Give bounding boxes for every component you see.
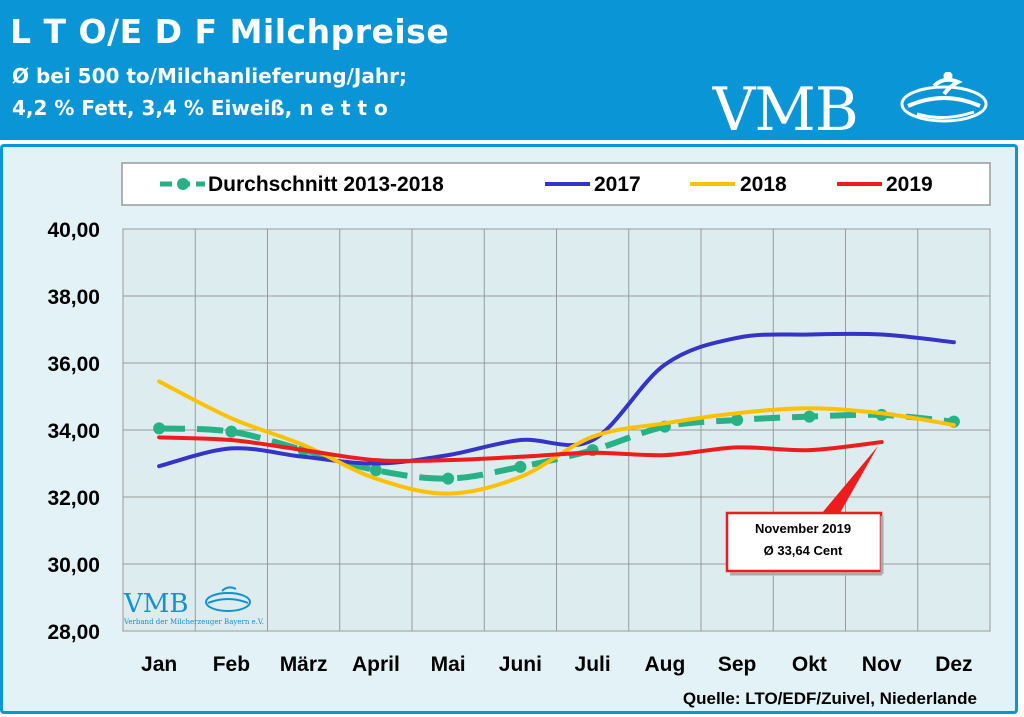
annotation-callout: November 2019 Ø 33,64 Cent [725,446,884,576]
legend-2018-label: 2018 [740,173,787,196]
vmb-logo-text: VMB [712,75,858,138]
y-tick-label: 30,00 [47,554,100,577]
legend-2017: 2017 [545,173,641,196]
annotation-line-1: November 2019 [755,521,851,536]
y-tick-label: 28,00 [47,621,100,644]
y-tick-label: 32,00 [47,487,100,510]
data-point-marker [225,425,238,438]
data-point-marker [369,464,382,477]
x-tick-label: Juni [499,653,542,676]
x-tick-label: Dez [935,653,972,676]
watermark-logo: VMB Verband der Milcherzeuger Bayern e.V… [123,586,264,626]
series-line [157,331,956,469]
data-point-marker [442,472,455,485]
series-line [157,379,956,496]
x-tick-label: Sep [718,653,757,676]
legend-2017-label: 2017 [594,173,641,196]
watermark-logo-text: VMB [123,589,189,619]
x-tick-label: Okt [792,653,827,676]
x-tick-label: Mai [431,653,466,676]
data-point-marker [731,413,744,426]
series-line [157,435,884,464]
series-2018 [157,379,956,496]
data-point-marker [514,460,527,473]
source-note: Quelle: LTO/EDF/Zuivel, Niederlande [683,689,977,708]
watermark-emblem-icon [205,586,251,612]
watermark-caption: Verband der Milcherzeuger Bayern e.V. [123,618,264,626]
subtitle-line-2: 4,2 % Fett, 3,4 % Eiweiß, n e t t o [12,96,388,120]
vmb-logo: VMB [712,72,988,138]
y-tick-label: 38,00 [47,286,100,309]
y-tick-label: 34,00 [47,420,100,443]
x-tick-label: Nov [862,653,902,676]
legend-2019: 2019 [837,173,933,196]
subtitle-line-1: Ø bei 500 to/Milchanlieferung/Jahr; [12,64,407,88]
legend-2018: 2018 [690,173,787,196]
x-tick-label: Juli [575,653,611,676]
x-tick-label: März [280,653,328,676]
x-tick-label: Aug [644,653,685,676]
series-line [158,411,955,482]
annotation-box [725,511,883,573]
annotation-pointer [822,446,878,513]
annotation-line-2: Ø 33,64 Cent [764,543,843,558]
series-layer [153,331,960,496]
page-title: L T O/E D F Milchpreise [10,12,450,51]
legend-2019-label: 2019 [886,173,933,196]
header-banner: L T O/E D F Milchpreise Ø bei 500 to/Mil… [0,0,1024,140]
y-axis-ticks: 28,00 30,00 32,00 34,00 36,00 38,00 40,00 [47,219,100,644]
x-tick-label: Feb [213,653,250,676]
legend-avg: Durchschnitt 2013-2018 [160,173,444,196]
series-2019 [157,435,884,464]
x-tick-label: April [352,653,400,676]
series-2017 [157,331,956,469]
x-axis-ticks: Jan Feb März April Mai Juni Juli Aug Sep Okt Nov De… [141,653,973,676]
legend-avg-label: Durchschnitt 2013-2018 [208,173,444,196]
data-point-marker [803,410,816,423]
y-tick-label: 40,00 [47,219,100,242]
legend-avg-marker [177,178,189,190]
data-point-marker [153,422,166,435]
x-tick-label: Jan [141,653,177,676]
vmb-logo-emblem-icon [900,72,988,123]
y-tick-label: 36,00 [47,353,100,376]
